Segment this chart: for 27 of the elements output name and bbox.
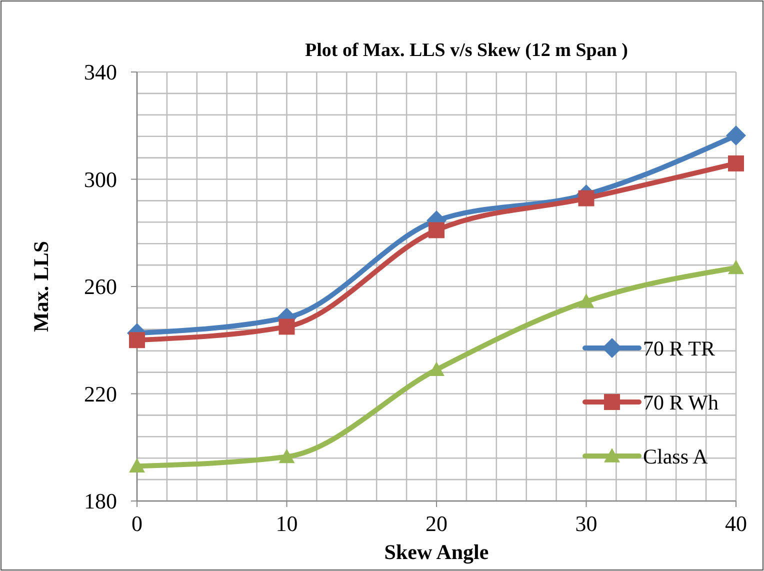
x-tick-label: 20 [426, 511, 448, 536]
point [129, 332, 145, 348]
x-tick-label: 30 [575, 511, 598, 536]
y-tick-label: 180 [84, 488, 117, 514]
point [578, 190, 594, 206]
chart-title: Plot of Max. LLS v/s Skew (12 m Span ) [304, 40, 628, 61]
point [428, 362, 444, 376]
y-tick-label: 260 [84, 274, 117, 300]
y-tick-label: 300 [84, 166, 117, 192]
y-axis-title: Max. LLS [29, 240, 53, 332]
point [728, 260, 744, 274]
x-tick-label: 10 [276, 511, 298, 536]
x-tick-label: 40 [725, 511, 747, 536]
x-tick-label: 0 [132, 511, 142, 536]
point [728, 155, 744, 172]
point [278, 448, 295, 464]
legend-label: 70 R Wh [643, 390, 719, 414]
legend-label: 70 R TR [643, 336, 715, 360]
point [129, 458, 145, 473]
point [278, 318, 295, 335]
point [578, 294, 594, 308]
x-axis-title: Skew Angle [384, 540, 489, 564]
legend-label: Class A [643, 444, 709, 468]
point [726, 126, 746, 146]
y-tick-label: 340 [84, 60, 117, 85]
point [428, 222, 444, 238]
y-tick-label: 220 [84, 381, 117, 406]
